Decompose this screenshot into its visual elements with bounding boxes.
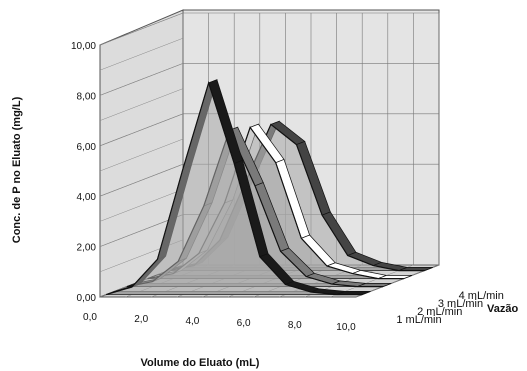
- side-line-y: [99, 138, 184, 172]
- x-tick-label: 6,0: [237, 318, 251, 329]
- y-tick-label: 6,00: [77, 142, 97, 153]
- x-tick-labels: 0,0 2,0 4,0 6,0 8,0 10,0: [83, 312, 356, 333]
- x-tick-label: 4,0: [185, 316, 199, 327]
- side-line-y: [99, 113, 184, 147]
- z-axis-title: Vazão: [487, 303, 518, 315]
- side-line-y: [99, 88, 184, 121]
- side-line-y: [99, 12, 184, 46]
- series-label-3: 4 mL/min: [459, 290, 504, 302]
- y-tick-label: 2,00: [77, 243, 97, 254]
- series-ribbons: [106, 79, 433, 296]
- series-line: [106, 80, 363, 296]
- side-line-y: [99, 163, 184, 197]
- y-tick-label: 10,00: [71, 41, 96, 52]
- series-label-2: 3 mL/min: [438, 298, 483, 310]
- series-ribbon-0: [106, 79, 371, 296]
- y-axis-title: Conc. de P no Eluato (mg/L): [11, 96, 23, 243]
- x-tick-label: 8,0: [288, 320, 302, 331]
- x-axis-title: Volume do Eluato (mL): [141, 357, 260, 369]
- series-label-1: 2 mL/min: [417, 306, 462, 318]
- x-tick-label: 10,0: [336, 322, 356, 333]
- x-tick-label: 2,0: [134, 314, 148, 325]
- side-line-y: [99, 189, 184, 222]
- y-tick-label: 4,00: [77, 192, 97, 203]
- y-tick-label: 0,00: [77, 293, 97, 304]
- side-line-y: [99, 63, 184, 96]
- y-tick-labels: 0,00 2,00 4,00 6,00 8,00 10,00: [71, 41, 96, 304]
- series-label-0: 1 mL/min: [396, 314, 441, 326]
- y-tick-label: 8,00: [77, 91, 97, 102]
- side-line-y: [99, 37, 184, 71]
- x-tick-label: 0,0: [83, 312, 97, 323]
